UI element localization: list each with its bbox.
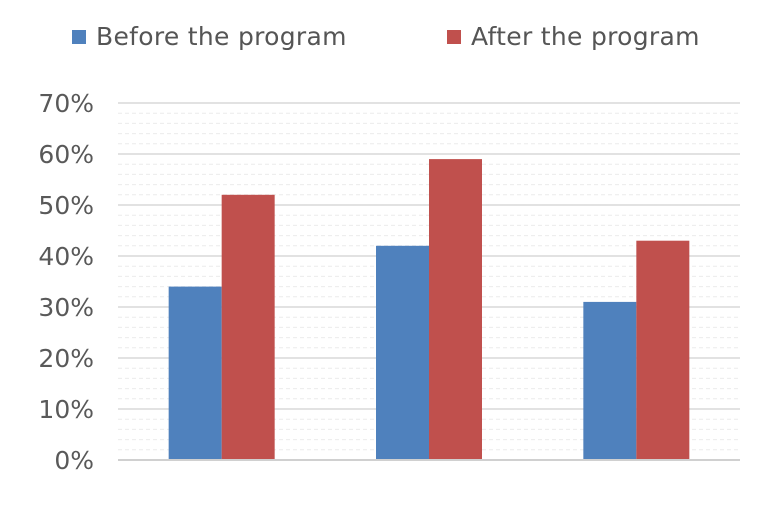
y-tick-label: 40% bbox=[38, 242, 94, 271]
bar-after-2 bbox=[429, 159, 482, 460]
y-tick-label: 60% bbox=[38, 140, 94, 169]
bar-after-3 bbox=[636, 240, 690, 460]
y-tick-label: 30% bbox=[38, 293, 94, 322]
legend-item-before: Before the program bbox=[72, 22, 347, 51]
legend: Before the program After the program bbox=[0, 22, 768, 58]
legend-swatch-after bbox=[447, 29, 461, 44]
bar-before-2 bbox=[376, 245, 429, 460]
y-tick-label: 70% bbox=[38, 89, 94, 118]
y-tick-label: 10% bbox=[38, 395, 94, 424]
y-tick-label: 20% bbox=[38, 344, 94, 373]
y-tick-label: 0% bbox=[54, 446, 94, 475]
legend-label-before: Before the program bbox=[96, 22, 347, 51]
bar-after-1 bbox=[221, 194, 275, 461]
bar-before-1 bbox=[168, 286, 222, 460]
legend-item-after: After the program bbox=[447, 22, 700, 51]
bar-before-3 bbox=[583, 301, 637, 460]
y-tick-label: 50% bbox=[38, 191, 94, 220]
legend-label-after: After the program bbox=[471, 22, 700, 51]
legend-swatch-before bbox=[72, 29, 86, 44]
